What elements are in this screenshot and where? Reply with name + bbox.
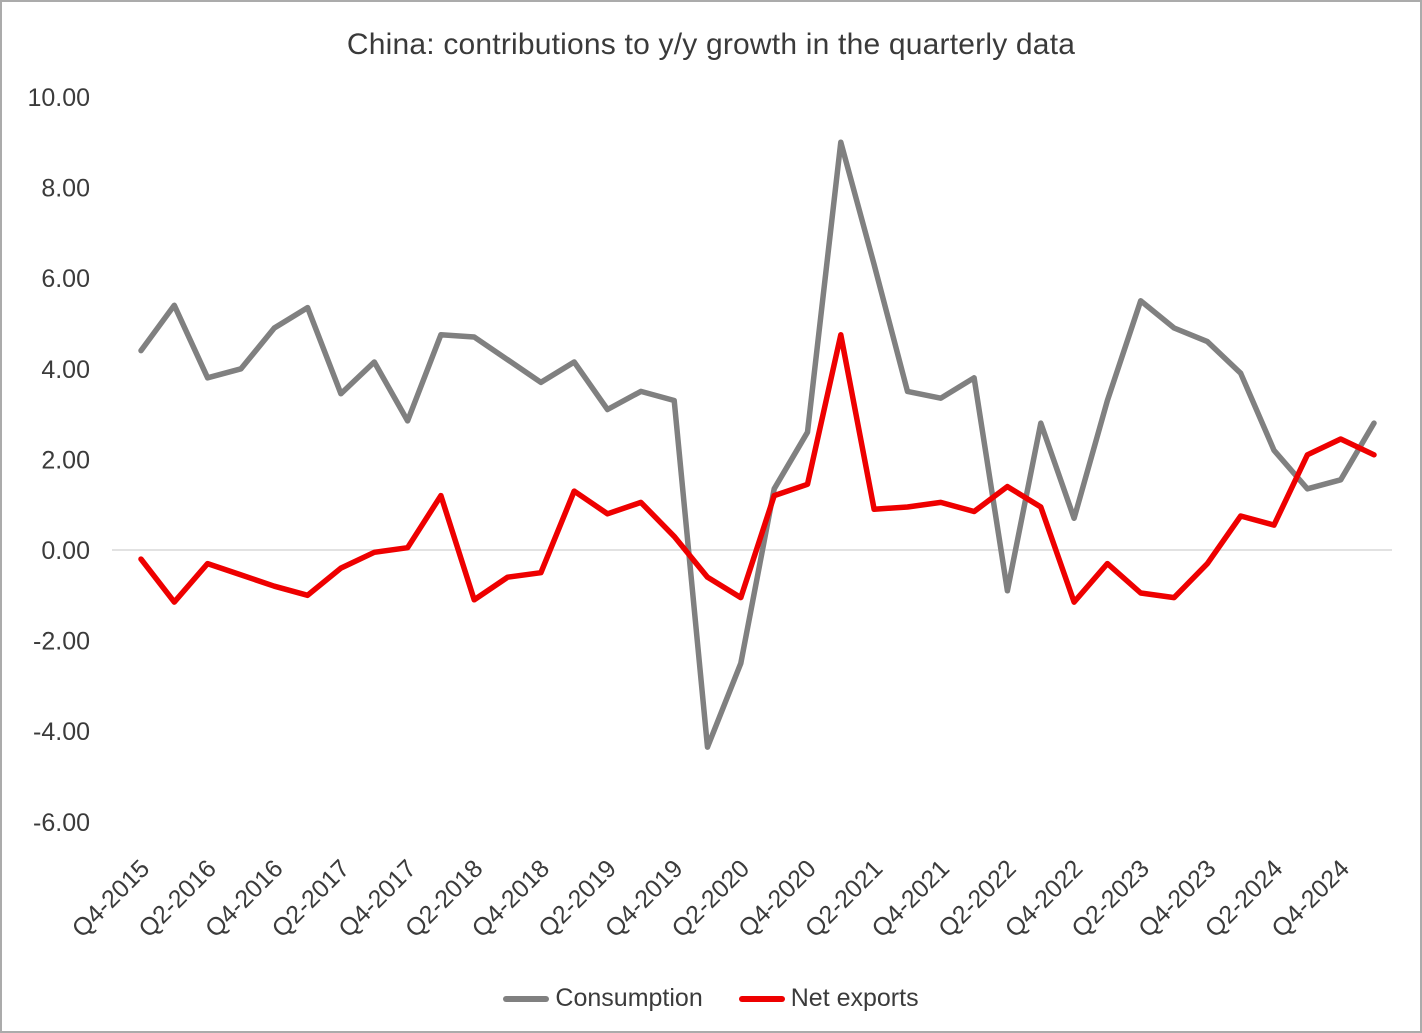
net-exports-line-swatch: [738, 995, 785, 1002]
y-axis-label: 0.00: [41, 537, 90, 565]
legend-item-net-exports: Net exports: [738, 984, 919, 1013]
legend-label-consumption: Consumption: [555, 984, 703, 1012]
y-axis-label: 6.00: [41, 265, 90, 293]
consumption-line-swatch: [503, 995, 550, 1002]
y-axis-label: -6.00: [33, 809, 90, 837]
legend: Consumption Net exports: [2, 984, 1420, 1013]
chart-title: China: contributions to y/y growth in th…: [346, 28, 1076, 61]
y-axis-label: 8.00: [41, 175, 90, 203]
y-axis-label: 10.00: [27, 84, 90, 112]
y-axis-label: -4.00: [33, 718, 90, 746]
y-axis-label: 4.00: [41, 356, 90, 384]
legend-item-consumption: Consumption: [503, 984, 703, 1013]
series-line-consumption: [138, 139, 1377, 750]
y-axis-label: -2.00: [33, 628, 90, 656]
y-axis-label: 2.00: [41, 446, 90, 474]
series-line-net-exports: [138, 332, 1377, 605]
legend-label-net-exports: Net exports: [790, 984, 919, 1012]
